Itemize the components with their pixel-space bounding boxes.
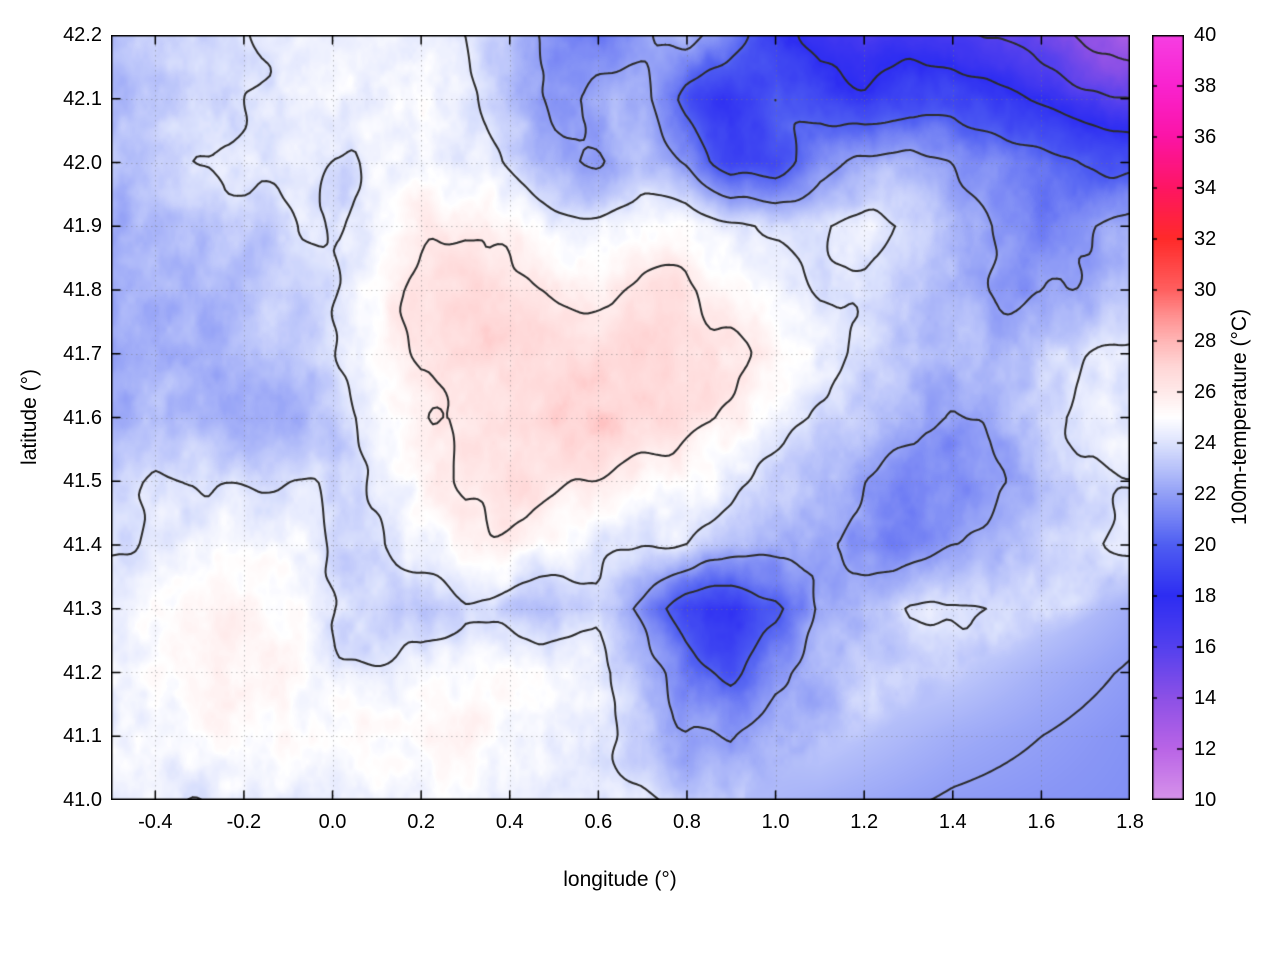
x-axis-label: longitude (°) (563, 868, 677, 891)
y-tick-label: 41.3 (63, 597, 102, 620)
x-tick-label: -0.4 (138, 811, 173, 833)
x-tick-label: 1.2 (850, 811, 879, 833)
x-tick-label: 0.0 (318, 811, 347, 833)
colorbar-tick-label: 38 (1194, 75, 1217, 97)
y-tick-label: 41.4 (63, 534, 102, 556)
colorbar-canvas (1152, 35, 1184, 800)
x-tick-label: 0.2 (407, 811, 436, 833)
x-tick-label: -0.2 (226, 811, 262, 833)
colorbar-tick-label: 30 (1194, 279, 1217, 301)
y-tick-label: 42.0 (63, 151, 102, 174)
x-tick-label: 1.0 (761, 811, 790, 833)
colorbar-tick-label: 28 (1194, 330, 1217, 352)
colorbar-tick-label: 26 (1194, 381, 1217, 403)
colorbar-tick-label: 40 (1194, 24, 1217, 46)
x-tick-label: 1.6 (1027, 811, 1056, 833)
x-tick-label: 1.8 (1116, 811, 1144, 833)
temperature-map-canvas (111, 35, 1130, 800)
colorbar-tick-label: 24 (1194, 432, 1217, 454)
colorbar-tick-label: 16 (1194, 636, 1217, 658)
x-tick-label: 1.4 (938, 811, 967, 833)
y-tick-label: 41.6 (63, 406, 102, 429)
colorbar-tick-label: 34 (1194, 177, 1217, 199)
colorbar-tick-label: 14 (1194, 687, 1217, 709)
y-tick-label: 41.7 (63, 342, 102, 365)
colorbar-tick-label: 10 (1194, 789, 1217, 811)
x-tick-label: 0.4 (495, 811, 524, 833)
colorbar-tick-label: 22 (1194, 483, 1217, 505)
colorbar-label: 100m-temperature (°C) (1228, 308, 1251, 526)
colorbar-tick-label: 20 (1194, 534, 1217, 556)
y-tick-label: 42.2 (63, 24, 102, 46)
colorbar-tick-label: 36 (1194, 126, 1217, 148)
y-tick-label: 41.2 (63, 661, 102, 684)
y-tick-label: 42.1 (63, 87, 102, 110)
colorbar-tick-label: 12 (1194, 738, 1217, 760)
colorbar-tick-label: 32 (1194, 228, 1217, 250)
colorbar-tick-label: 18 (1194, 585, 1217, 607)
x-tick-label: 0.8 (673, 811, 701, 833)
y-tick-label: 41.5 (63, 470, 102, 493)
y-tick-label: 41.8 (63, 279, 102, 301)
y-tick-label: 41.1 (63, 725, 102, 748)
x-tick-label: 0.6 (584, 811, 613, 833)
y-tick-label: 41.9 (63, 215, 102, 238)
y-tick-label: 41.0 (63, 789, 102, 811)
